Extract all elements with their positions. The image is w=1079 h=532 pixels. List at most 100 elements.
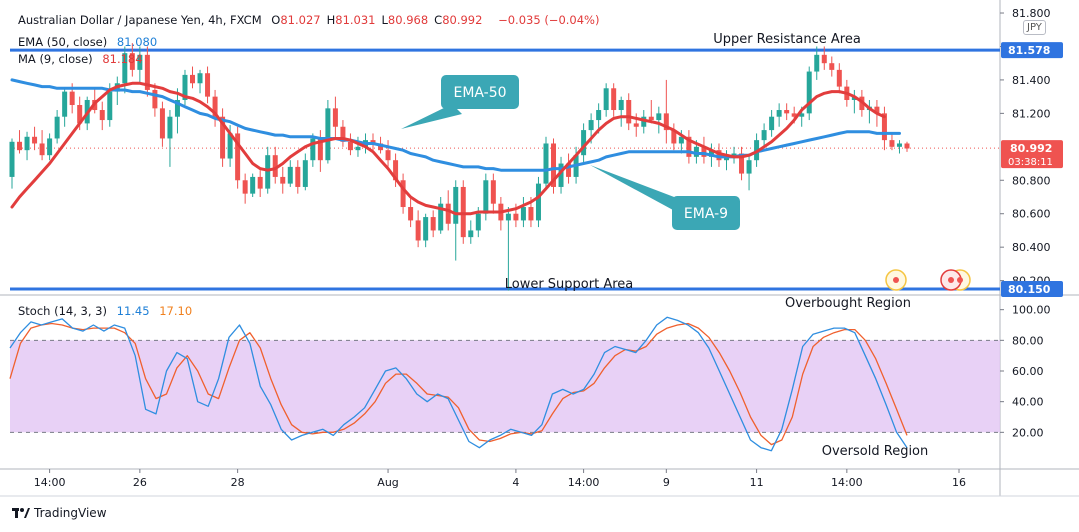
candle-body (355, 146, 361, 151)
candle-body (761, 130, 767, 141)
candle-body (295, 166, 301, 187)
candle-body (77, 105, 83, 124)
time-tick-label: 9 (663, 476, 670, 489)
candle-body (24, 136, 30, 151)
ohlc-value: 80.968 (387, 13, 429, 27)
stoch-tick-label: 60.00 (1012, 365, 1044, 378)
time-tick-label: 16 (952, 476, 966, 489)
candle-body (633, 123, 639, 127)
stoch-tick-label: 40.00 (1012, 396, 1044, 409)
candle-body (69, 91, 75, 106)
tradingview-logo[interactable]: TradingView (12, 506, 107, 520)
candle-body (874, 106, 880, 114)
candle-body (671, 130, 677, 144)
time-tick-label: 26 (133, 476, 147, 489)
candle-body (152, 89, 158, 109)
candle-body (776, 110, 782, 117)
ema9-callout-pointer (590, 165, 682, 210)
time-tick-label: 14:00 (568, 476, 600, 489)
price-tick-label: 81.400 (1012, 74, 1051, 87)
candle-body (378, 143, 384, 151)
lower-support-label: Lower Support Area (505, 277, 634, 292)
candle-body (678, 136, 684, 144)
time-tick-label: Aug (377, 476, 398, 489)
price-tick-label: 80.400 (1012, 241, 1051, 254)
upper-resistance-label: Upper Resistance Area (713, 32, 861, 47)
stoch-legend[interactable]: Stoch (14, 3, 3) 11.45 17.10 (18, 304, 198, 318)
candle-body (596, 110, 602, 121)
candle-body (445, 203, 451, 224)
candle-body (39, 143, 45, 156)
overbought-label: Overbought Region (785, 296, 911, 311)
time-tick-label: 14:00 (34, 476, 66, 489)
price-change: −0.035 (−0.04%) (498, 13, 600, 27)
ema50-callout-text: EMA-50 (453, 85, 506, 101)
candle-body (415, 220, 421, 241)
candle-body (663, 113, 669, 131)
candle-body (235, 133, 241, 181)
candle-body (528, 207, 534, 221)
candle-body (400, 180, 406, 208)
ma-legend-label: MA (9, close) (18, 52, 93, 66)
candle-body (626, 99, 632, 124)
ema50-callout-box (441, 75, 519, 109)
candle-body (393, 160, 399, 181)
candle-body (468, 230, 474, 238)
stoch-k-value: 11.45 (116, 304, 150, 318)
candle-body (746, 160, 752, 174)
candle-body (566, 163, 572, 177)
ohlc-value: 81.031 (335, 13, 376, 27)
candle-body (708, 150, 714, 157)
support-price-tag-text: 80.150 (1008, 283, 1051, 296)
candle-body (769, 116, 775, 131)
time-tick-label: 14:00 (831, 476, 863, 489)
ma-legend[interactable]: MA (9, close) 81.184 (18, 52, 149, 66)
resistance-price-tag-text: 81.578 (1008, 44, 1050, 57)
candle-body (611, 88, 617, 111)
candle-body (144, 54, 150, 90)
candle-body (904, 143, 910, 149)
symbol-title: Australian Dollar / Japanese Yen, 4h, FX… (18, 13, 262, 27)
ema-legend-value: 81.080 (116, 35, 158, 49)
candle-body (129, 53, 135, 70)
ohlc-label: O (271, 13, 281, 27)
ma9-line (10, 81, 886, 216)
candle-body (520, 207, 526, 221)
tradingview-logo-icon (12, 508, 30, 518)
candle-body (739, 153, 745, 174)
stoch-d-value: 17.10 (159, 304, 193, 318)
candle-body (430, 217, 436, 231)
candle-body (122, 53, 128, 84)
candle-body (460, 186, 466, 238)
time-tick-label: 28 (231, 476, 245, 489)
ohlc-label: C (434, 13, 443, 27)
ema-legend[interactable]: EMA (50, close) 81.080 (18, 35, 163, 49)
candle-body (731, 153, 737, 157)
tradingview-logo-text: TradingView (34, 506, 107, 520)
candle-body (475, 213, 481, 231)
candle-body (212, 96, 218, 117)
stoch-tick-label: 80.00 (1012, 334, 1044, 347)
currency-badge[interactable]: JPY (1023, 20, 1046, 35)
stoch-tick-label: 100.00 (1012, 304, 1051, 317)
candle-body (881, 113, 887, 141)
price-tick-label: 81.800 (1012, 7, 1051, 20)
candle-body (821, 54, 827, 64)
candle-body (190, 74, 196, 84)
candle-body (317, 138, 323, 161)
candle-body (618, 99, 624, 111)
ma-legend-value: 81.184 (102, 52, 143, 66)
candle-body (174, 99, 180, 117)
ohlc-label: H (326, 13, 336, 27)
candle-body (513, 213, 519, 221)
candle-body (453, 186, 459, 224)
ema9-callout-text: EMA-9 (684, 206, 728, 222)
ema9-callout-box (672, 196, 740, 230)
candle-body (272, 155, 278, 177)
stoch-tick-label: 20.00 (1012, 426, 1044, 439)
time-tick-label: 4 (512, 476, 519, 489)
candle-body (701, 146, 707, 157)
